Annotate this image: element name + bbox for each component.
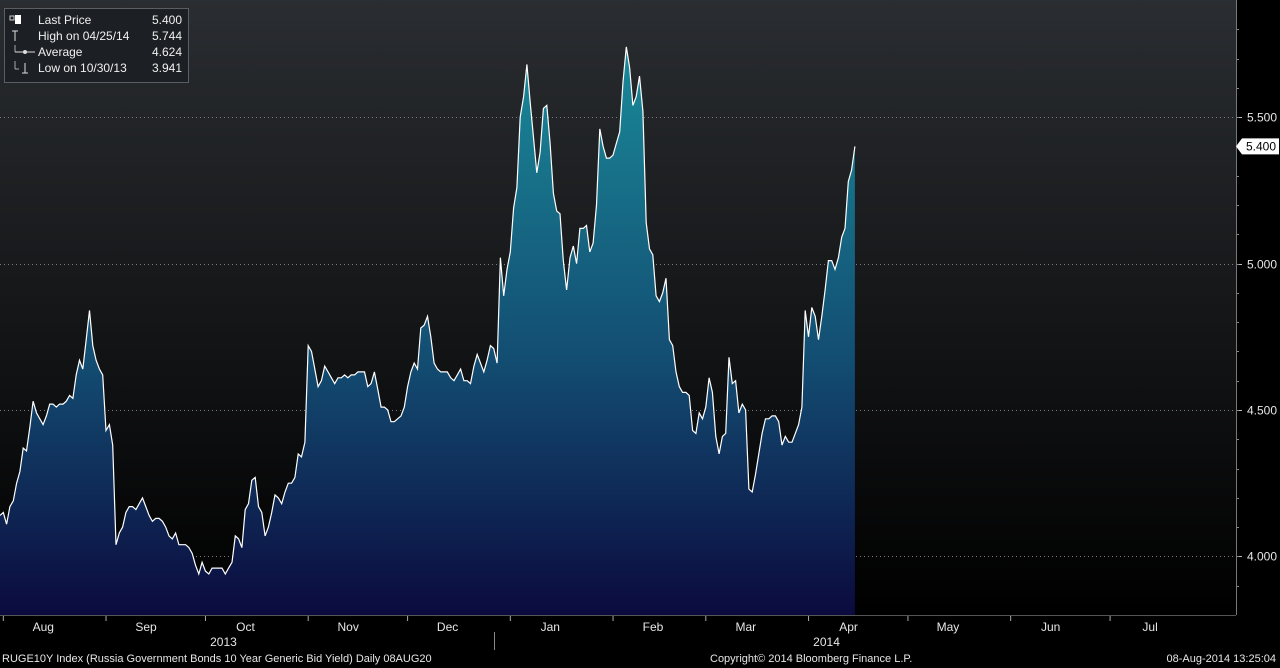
legend-row-last-price: Last Price 5.400 [5,12,188,28]
legend-row-high: High on 04/25/14 5.744 [5,28,188,44]
x-tick-label: Jul [1142,620,1157,634]
legend-label: Average [38,45,83,59]
timestamp: 08-Aug-2014 13:25:04 [1166,653,1276,665]
legend-box: Last Price 5.400 High on 04/25/14 5.744 … [4,8,189,83]
x-tick-label: Jun [1041,620,1060,634]
x-axis-panel [0,615,1280,650]
price-chart: 4.000 4.500 5.000 5.500 5.400 Aug Sep Oct Nov De… [0,0,1280,650]
legend-label: Last Price [38,13,92,27]
legend-row-average: Average 4.624 [5,44,188,60]
status-footer: RUGE10Y Index (Russia Government Bonds 1… [0,650,1280,668]
year-label: 2014 [813,635,840,649]
y-axis-panel [1236,0,1280,615]
price-area [0,46,855,615]
x-tick-label: Dec [437,620,458,634]
low-marker-icon [9,61,28,75]
x-tick-label: Apr [839,620,858,634]
y-tick-label: 4.500 [1247,404,1277,418]
copyright-text: Copyright© 2014 Bloomberg Finance L.P. [710,653,913,665]
square-icon [9,13,22,27]
legend-label: High on 04/25/14 [38,29,130,43]
high-marker-icon [9,29,21,43]
x-tick-label: Oct [236,620,255,634]
last-price-label: 5.400 [1246,139,1276,153]
legend-value: 5.400 [151,13,182,27]
year-label: 2013 [210,635,237,649]
legend-value: 4.624 [151,45,182,59]
x-tick-label: Jan [541,620,560,634]
y-tick-label: 5.000 [1247,258,1277,272]
last-price-flag [1236,138,1279,155]
last-price-callout: 5.400 [1236,138,1279,155]
average-line-icon [9,45,35,59]
x-tick-label: Mar [735,620,756,634]
legend-row-low: Low on 10/30/13 3.941 [5,60,188,76]
y-tick-label: 4.000 [1247,550,1277,564]
legend-label: Low on 10/30/13 [38,61,127,75]
x-tick-label: Aug [33,620,54,634]
ticker-description: RUGE10Y Index (Russia Government Bonds 1… [2,653,432,665]
x-tick-label: Feb [643,620,664,634]
x-tick-label: Nov [337,620,358,634]
x-tick-label: Sep [135,620,157,634]
legend-value: 5.744 [151,29,182,43]
x-tick-label: May [937,620,960,634]
legend-value: 3.941 [151,61,182,75]
y-tick-label: 5.500 [1247,111,1277,125]
price-line [0,46,856,576]
